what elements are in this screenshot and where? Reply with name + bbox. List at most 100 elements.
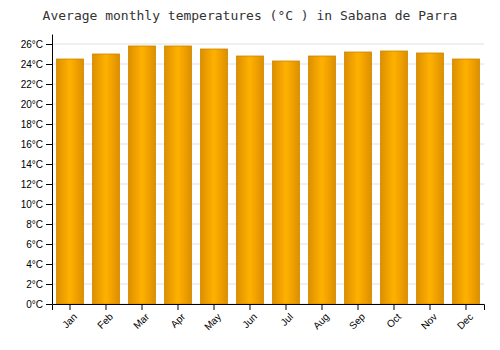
y-tick-mark bbox=[46, 164, 52, 165]
y-tick-label: 20°C bbox=[21, 99, 43, 110]
y-tick: 26°C bbox=[21, 39, 52, 50]
x-tick-label: Nov bbox=[419, 311, 439, 331]
bar bbox=[345, 52, 372, 304]
y-tick-label: 10°C bbox=[21, 199, 43, 210]
x-tick: Jul bbox=[278, 304, 295, 328]
x-axis: Jan Feb Mar Apr May Jun Jul Aug Sep Oct Nov Dec bbox=[53, 304, 485, 332]
x-tick-label: Oct bbox=[384, 311, 403, 330]
bar bbox=[453, 59, 480, 304]
x-tick: Mar bbox=[131, 304, 151, 331]
x-tick: May bbox=[202, 304, 223, 332]
y-tick-label: 22°C bbox=[21, 79, 43, 90]
x-tick-mark bbox=[358, 304, 359, 310]
y-tick-label: 24°C bbox=[21, 59, 43, 70]
y-tick: 22°C bbox=[21, 79, 52, 90]
y-tick: 16°C bbox=[21, 139, 52, 150]
y-tick-mark bbox=[46, 84, 52, 85]
y-tick-label: 26°C bbox=[21, 39, 43, 50]
y-tick-mark bbox=[46, 304, 52, 305]
bar bbox=[417, 53, 444, 304]
y-axis-line bbox=[52, 35, 53, 305]
y-tick-mark bbox=[46, 44, 52, 45]
bar bbox=[165, 46, 192, 304]
x-tick-label: Sep bbox=[347, 311, 368, 332]
x-tick-mark bbox=[214, 304, 215, 310]
y-tick-mark bbox=[46, 264, 52, 265]
bar bbox=[273, 61, 300, 304]
x-tick: Jan bbox=[60, 304, 79, 330]
title: Average monthly temperatures (°C ) in Sa… bbox=[43, 8, 458, 23]
y-tick-label: 8°C bbox=[26, 219, 43, 230]
y-tick: 10°C bbox=[21, 199, 52, 210]
bar bbox=[93, 54, 120, 304]
y-tick-mark bbox=[46, 244, 52, 245]
x-tick-label: Mar bbox=[131, 311, 151, 331]
x-tick-label: May bbox=[202, 311, 223, 332]
y-tick-mark bbox=[46, 124, 52, 125]
x-tick-mark bbox=[106, 304, 107, 310]
y-tick-mark bbox=[46, 224, 52, 225]
bar bbox=[309, 56, 336, 304]
bar bbox=[129, 46, 156, 304]
x-tick-mark bbox=[430, 304, 431, 310]
bar bbox=[57, 59, 84, 304]
y-tick-label: 16°C bbox=[21, 139, 43, 150]
x-tick: Jun bbox=[240, 304, 259, 330]
x-tick-label: Apr bbox=[168, 311, 187, 330]
x-tick-mark bbox=[250, 304, 251, 310]
x-tick-mark bbox=[286, 304, 287, 310]
y-tick: 12°C bbox=[21, 179, 52, 190]
y-tick: 18°C bbox=[21, 119, 52, 130]
y-tick: 14°C bbox=[21, 159, 52, 170]
y-tick-mark bbox=[46, 104, 52, 105]
x-tick-label: Jul bbox=[278, 311, 295, 328]
bar bbox=[237, 56, 264, 304]
x-tick-mark bbox=[178, 304, 179, 310]
y-tick: 6°C bbox=[26, 239, 52, 250]
x-tick: Apr bbox=[168, 304, 187, 330]
y-tick-label: 6°C bbox=[26, 239, 43, 250]
y-tick-mark bbox=[46, 284, 52, 285]
x-tick: Feb bbox=[95, 304, 115, 331]
x-tick: Dec bbox=[455, 304, 475, 331]
y-tick-label: 18°C bbox=[21, 119, 43, 130]
bars bbox=[57, 46, 480, 304]
x-tick-label: Dec bbox=[455, 311, 475, 331]
x-tick-mark bbox=[70, 304, 71, 310]
x-tick: Nov bbox=[419, 304, 439, 331]
bar bbox=[201, 49, 228, 304]
y-tick-mark bbox=[46, 204, 52, 205]
y-tick: 0°C bbox=[26, 299, 52, 310]
x-tick: Oct bbox=[384, 304, 403, 330]
y-tick: 20°C bbox=[21, 99, 52, 110]
x-tick: Aug bbox=[311, 304, 331, 331]
grid-line bbox=[52, 44, 484, 45]
x-tick-label: Aug bbox=[311, 311, 331, 331]
x-tick-label: Jan bbox=[60, 311, 79, 330]
y-tick-mark bbox=[46, 64, 52, 65]
y-axis: 0°C 2°C 4°C 6°C 8°C 10°C 12°C 14°C 16°C 18°C 20°C 2… bbox=[21, 35, 53, 310]
y-tick-label: 0°C bbox=[26, 299, 43, 310]
x-axis-line bbox=[53, 305, 485, 311]
x-tick-mark bbox=[394, 304, 395, 310]
plot: 0°C 2°C 4°C 6°C 8°C 10°C 12°C 14°C 16°C 18°C 20°C 2… bbox=[21, 35, 485, 333]
chart: 0°C 2°C 4°C 6°C 8°C 10°C 12°C 14°C 16°C 18°C 20°C 2… bbox=[0, 0, 500, 350]
x-tick-label: Jun bbox=[240, 311, 259, 330]
x-tick-mark bbox=[142, 304, 143, 310]
y-tick: 4°C bbox=[26, 259, 52, 270]
y-tick-mark bbox=[46, 184, 52, 185]
grid bbox=[52, 44, 484, 304]
y-tick-mark bbox=[46, 144, 52, 145]
y-tick: 2°C bbox=[26, 279, 52, 290]
x-tick-mark bbox=[322, 304, 323, 310]
y-tick-label: 2°C bbox=[26, 279, 43, 290]
bar bbox=[381, 51, 408, 304]
y-tick: 24°C bbox=[21, 59, 52, 70]
y-tick-label: 4°C bbox=[26, 259, 43, 270]
x-tick-label: Feb bbox=[95, 311, 115, 331]
y-tick-label: 12°C bbox=[21, 179, 43, 190]
x-tick: Sep bbox=[347, 304, 368, 331]
y-tick-label: 14°C bbox=[21, 159, 43, 170]
x-tick-mark bbox=[466, 304, 467, 310]
y-tick: 8°C bbox=[26, 219, 52, 230]
